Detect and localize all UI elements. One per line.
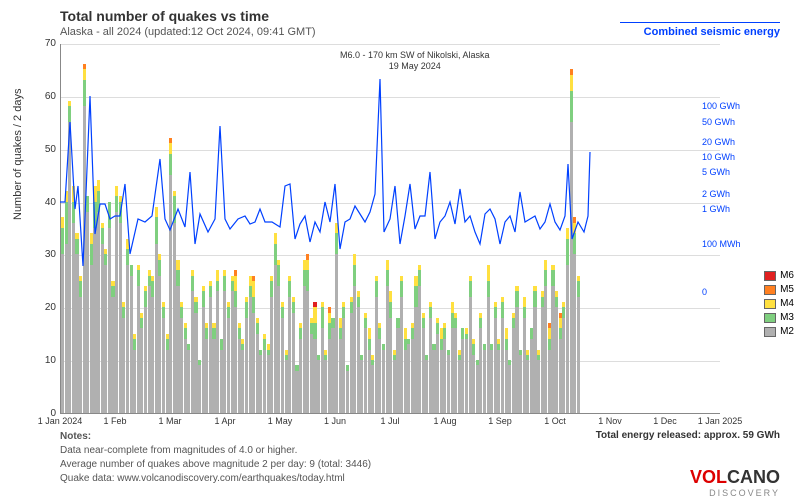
notes-title: Notes: xyxy=(60,431,91,442)
peak-annotation: M6.0 - 170 km SW of Nikolski, Alaska 19 … xyxy=(340,50,490,72)
logo-subtitle: DISCOVERY xyxy=(709,488,780,498)
plot-area xyxy=(60,44,720,414)
chart-container: Total number of quakes vs time Alaska - … xyxy=(0,0,800,500)
legend: M6M5M4M3M2 xyxy=(764,270,794,340)
chart-subtitle: Alaska - all 2024 (updated:12 Oct 2024, … xyxy=(60,26,316,38)
logo-vol: VOL xyxy=(690,467,727,487)
note-line: Average number of quakes above magnitude… xyxy=(60,459,371,470)
annotation-line2: 19 May 2024 xyxy=(340,61,490,72)
right-title-line xyxy=(620,22,780,23)
logo-cano: CANO xyxy=(727,467,780,487)
y-axis-label-left: Number of quakes / 2 days xyxy=(12,89,24,220)
total-energy-label: Total energy released: approx. 59 GWh xyxy=(596,430,780,441)
right-axis-title: Combined seismic energy xyxy=(644,26,780,38)
notes-section: Notes: Data near-complete from magnitude… xyxy=(60,430,371,486)
annotation-line1: M6.0 - 170 km SW of Nikolski, Alaska xyxy=(340,50,490,61)
chart-title: Total number of quakes vs time xyxy=(60,8,269,24)
note-line: Data near-complete from magnitudes of 4.… xyxy=(60,445,297,456)
note-line: Quake data: www.volcanodiscovery.com/ear… xyxy=(60,473,345,484)
logo: VOLCANO xyxy=(690,467,780,488)
